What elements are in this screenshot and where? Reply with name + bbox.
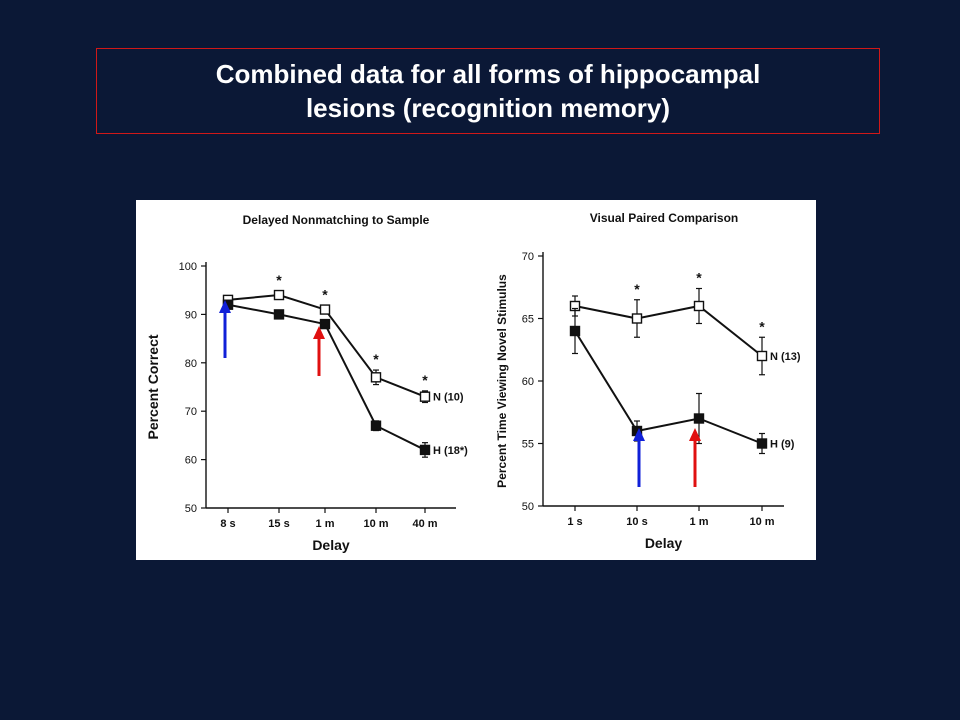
chart2-series-line-1 (574, 304, 763, 357)
slide-title-box: Combined data for all forms of hippocamp… (96, 48, 880, 134)
chart2-open-square-marker (693, 300, 705, 312)
chart1-red-arrow-head (313, 326, 325, 339)
chart1-series-label-1: N (10) (433, 392, 464, 404)
chart2-y-tick-label: 55 (522, 439, 534, 451)
chart1-y-tick-label: 80 (185, 358, 197, 370)
chart2-y-axis-label: Percent Time Viewing Novel Stimulus (495, 274, 509, 488)
chart2-open-square-marker (756, 350, 768, 362)
chart2-y-tick-label: 60 (522, 376, 534, 388)
chart2-y-tick-label: 50 (522, 501, 534, 513)
chart1-x-tick-label: 8 s (220, 518, 235, 530)
chart1-y-tick-label: 50 (185, 503, 197, 515)
chart2-series-label-1: N (13) (770, 351, 801, 363)
chart2-filled-square-marker (693, 413, 705, 424)
chart1-filled-square-marker (319, 318, 331, 330)
chart2-series-line-2 (574, 330, 763, 445)
chart2-title: Visual Paired Comparison (590, 211, 739, 225)
chart1-open-square-marker (370, 372, 382, 383)
figure-panel: Delayed Nonmatching to Sample 50 60 70 80 90 1… (136, 200, 816, 560)
slide-title-line-2: lesions (recognition memory) (305, 93, 671, 123)
chart1-filled-square-marker (419, 444, 431, 456)
chart1-significance-star: * (276, 272, 282, 288)
chart2-significance-star: * (759, 318, 765, 334)
chart1-significance-star: * (373, 351, 379, 367)
chart2-x-tick-label: 10 s (626, 516, 647, 528)
chart1-x-axis-label: Delay (312, 537, 350, 553)
chart2-blue-arrow-head (633, 428, 645, 441)
chart1-x-tick-label: 40 m (412, 518, 437, 530)
chart1-open-square-marker (319, 304, 331, 315)
chart2-series-label-2: H (9) (770, 439, 795, 451)
chart2-significance-star: * (696, 270, 702, 286)
chart2-y-tick-label: 65 (522, 314, 534, 326)
chart1-filled-square-marker (370, 420, 382, 431)
chart1-title: Delayed Nonmatching to Sample (243, 213, 430, 227)
chart2-filled-square-marker (756, 438, 768, 449)
slide-title-line-1: Combined data for all forms of hippocamp… (215, 59, 761, 89)
chart1-y-tick-label: 60 (185, 455, 197, 467)
chart1-significance-star: * (422, 372, 428, 388)
chart1-significance-star: * (322, 287, 328, 303)
chart1-y-tick-label: 90 (185, 309, 197, 321)
chart2-x-tick-label: 1 s (567, 516, 582, 528)
chart1-filled-square-marker (273, 309, 285, 320)
chart1-x-tick-label: 15 s (268, 518, 289, 530)
chart2-filled-square-marker (569, 325, 581, 337)
chart2-x-tick-label: 10 m (749, 516, 774, 528)
chart2-red-arrow-head (689, 428, 701, 441)
chart1-y-tick-label: 100 (179, 261, 197, 273)
chart1-series-label-2: H (18*) (433, 445, 468, 457)
chart1-x-tick-label: 10 m (363, 518, 388, 530)
chart1-blue-arrow-head (219, 300, 231, 313)
chart2-significance-star: * (634, 281, 640, 297)
chart1-open-square-marker (419, 391, 431, 402)
figure-svg: Delayed Nonmatching to Sample 50 60 70 80 90 1… (145, 211, 801, 553)
chart1-open-square-marker (273, 289, 285, 301)
chart2-x-tick-label: 1 m (690, 516, 709, 528)
chart2-x-axis-label: Delay (645, 535, 683, 551)
chart1-x-tick-label: 1 m (316, 518, 335, 530)
chart2-open-square-marker (631, 313, 643, 324)
chart1-y-axis-label: Percent Correct (145, 334, 161, 439)
slide-title: Combined data for all forms of hippocamp… (168, 57, 808, 125)
chart1-y-tick-label: 70 (185, 406, 197, 418)
chart2-y-tick-label: 70 (522, 251, 534, 263)
